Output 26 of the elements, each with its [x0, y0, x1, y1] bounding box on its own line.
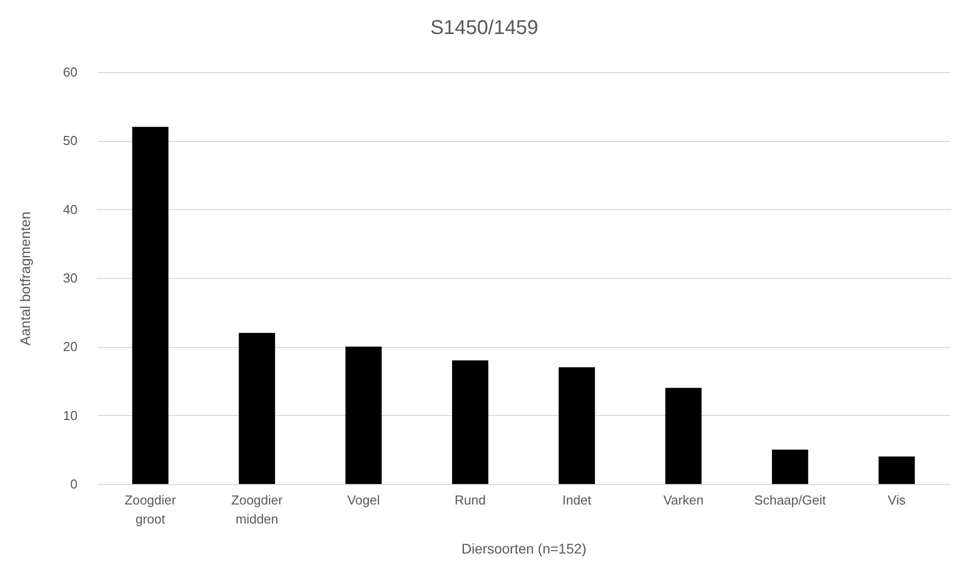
bar [665, 388, 702, 484]
x-tick-label: Indet [562, 492, 592, 508]
y-tick-label: 30 [63, 270, 78, 286]
x-tick-label: Schaap/Geit [754, 492, 826, 508]
x-tick-label: Zoogdier midden [231, 492, 284, 526]
x-tick-label: Vogel [347, 492, 380, 508]
bar [772, 450, 808, 484]
bar [878, 456, 915, 484]
bar [132, 126, 168, 484]
y-tick-label: 60 [63, 64, 78, 80]
y-tick-label: 50 [63, 133, 78, 148]
bar [558, 367, 595, 484]
x-tick-label: Zoogdier groot [124, 492, 177, 526]
x-tick-label: Vis [888, 492, 906, 508]
bar [238, 332, 276, 484]
y-tick-label: 40 [63, 202, 78, 217]
x-tick-label: Rund [454, 492, 486, 508]
y-tick-label: 0 [70, 476, 78, 492]
x-axis-title: Diersoorten (n=152) [462, 540, 586, 556]
bar [345, 346, 382, 484]
y-tick-label: 10 [63, 408, 78, 423]
bar [452, 360, 488, 484]
y-axis-title: Aantal botfragmenten [17, 212, 34, 346]
x-tick-label: Varken [663, 492, 704, 508]
chart-title: S1450/1459 [430, 17, 538, 39]
y-tick-label: 20 [63, 339, 78, 354]
